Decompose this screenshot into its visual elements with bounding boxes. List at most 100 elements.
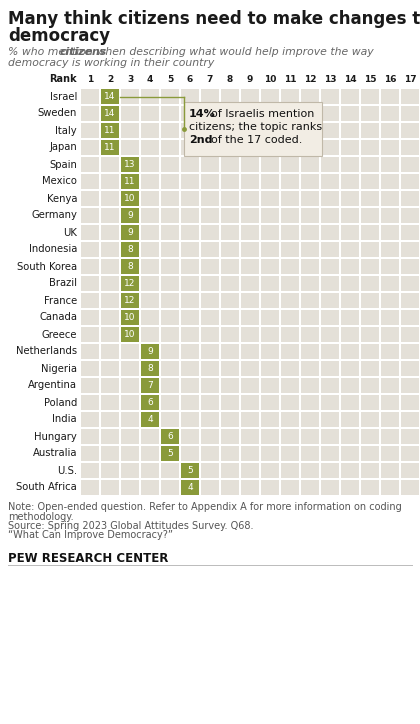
FancyBboxPatch shape — [121, 463, 139, 478]
Text: Germany: Germany — [31, 211, 77, 221]
FancyBboxPatch shape — [181, 344, 199, 359]
Text: 13: 13 — [324, 75, 336, 84]
FancyBboxPatch shape — [301, 157, 319, 172]
FancyBboxPatch shape — [101, 378, 119, 393]
Text: 6: 6 — [147, 398, 153, 407]
FancyBboxPatch shape — [241, 89, 259, 104]
FancyBboxPatch shape — [281, 361, 299, 376]
FancyBboxPatch shape — [181, 412, 199, 427]
Text: 9: 9 — [247, 75, 253, 84]
FancyBboxPatch shape — [121, 412, 139, 427]
FancyBboxPatch shape — [161, 106, 179, 121]
FancyBboxPatch shape — [381, 480, 399, 495]
FancyBboxPatch shape — [101, 412, 119, 427]
Text: Indonesia: Indonesia — [29, 245, 77, 255]
FancyBboxPatch shape — [321, 293, 339, 308]
FancyBboxPatch shape — [381, 395, 399, 410]
FancyBboxPatch shape — [161, 174, 179, 189]
FancyBboxPatch shape — [121, 191, 139, 206]
FancyBboxPatch shape — [121, 344, 139, 359]
Text: 1: 1 — [87, 75, 93, 84]
FancyBboxPatch shape — [101, 446, 119, 461]
FancyBboxPatch shape — [381, 208, 399, 223]
FancyBboxPatch shape — [241, 293, 259, 308]
Text: Italy: Italy — [55, 125, 77, 135]
Text: 11: 11 — [104, 126, 116, 135]
FancyBboxPatch shape — [341, 259, 359, 274]
FancyBboxPatch shape — [301, 344, 319, 359]
FancyBboxPatch shape — [121, 293, 139, 308]
FancyBboxPatch shape — [181, 225, 199, 240]
FancyBboxPatch shape — [321, 446, 339, 461]
FancyBboxPatch shape — [141, 378, 159, 393]
FancyBboxPatch shape — [221, 225, 239, 240]
FancyBboxPatch shape — [341, 157, 359, 172]
FancyBboxPatch shape — [301, 89, 319, 104]
FancyBboxPatch shape — [381, 225, 399, 240]
FancyBboxPatch shape — [321, 225, 339, 240]
FancyBboxPatch shape — [341, 225, 359, 240]
Text: Israel: Israel — [50, 91, 77, 101]
FancyBboxPatch shape — [141, 259, 159, 274]
FancyBboxPatch shape — [181, 106, 199, 121]
FancyBboxPatch shape — [341, 191, 359, 206]
FancyBboxPatch shape — [361, 378, 379, 393]
FancyBboxPatch shape — [381, 378, 399, 393]
Text: Argentina: Argentina — [28, 381, 77, 390]
FancyBboxPatch shape — [81, 395, 99, 410]
FancyBboxPatch shape — [101, 395, 119, 410]
FancyBboxPatch shape — [201, 191, 219, 206]
Text: U.S.: U.S. — [57, 466, 77, 476]
FancyBboxPatch shape — [221, 310, 239, 325]
FancyBboxPatch shape — [401, 259, 419, 274]
FancyBboxPatch shape — [341, 378, 359, 393]
FancyBboxPatch shape — [221, 463, 239, 478]
FancyBboxPatch shape — [161, 225, 179, 240]
FancyBboxPatch shape — [201, 208, 219, 223]
FancyBboxPatch shape — [381, 327, 399, 342]
FancyBboxPatch shape — [121, 446, 139, 461]
FancyBboxPatch shape — [141, 242, 159, 257]
FancyBboxPatch shape — [81, 191, 99, 206]
FancyBboxPatch shape — [101, 310, 119, 325]
FancyBboxPatch shape — [81, 123, 99, 138]
Text: 8: 8 — [127, 262, 133, 271]
FancyBboxPatch shape — [81, 446, 99, 461]
FancyBboxPatch shape — [301, 140, 319, 155]
FancyBboxPatch shape — [201, 327, 219, 342]
FancyBboxPatch shape — [141, 106, 159, 121]
FancyBboxPatch shape — [141, 89, 159, 104]
FancyBboxPatch shape — [321, 327, 339, 342]
FancyBboxPatch shape — [121, 480, 139, 495]
Text: 6: 6 — [167, 432, 173, 441]
Text: citizens; the topic ranks: citizens; the topic ranks — [189, 122, 322, 132]
FancyBboxPatch shape — [201, 480, 219, 495]
Text: 7: 7 — [147, 381, 153, 390]
FancyBboxPatch shape — [361, 361, 379, 376]
FancyBboxPatch shape — [361, 225, 379, 240]
FancyBboxPatch shape — [101, 327, 119, 342]
FancyBboxPatch shape — [181, 208, 199, 223]
FancyBboxPatch shape — [141, 276, 159, 291]
FancyBboxPatch shape — [201, 174, 219, 189]
FancyBboxPatch shape — [201, 429, 219, 444]
FancyBboxPatch shape — [281, 412, 299, 427]
FancyBboxPatch shape — [221, 395, 239, 410]
FancyBboxPatch shape — [261, 293, 279, 308]
FancyBboxPatch shape — [141, 140, 159, 155]
FancyBboxPatch shape — [281, 140, 299, 155]
Text: 17: 17 — [404, 75, 416, 84]
FancyBboxPatch shape — [241, 140, 259, 155]
FancyBboxPatch shape — [121, 310, 139, 325]
FancyBboxPatch shape — [321, 276, 339, 291]
FancyBboxPatch shape — [301, 174, 319, 189]
FancyBboxPatch shape — [361, 395, 379, 410]
FancyBboxPatch shape — [141, 327, 159, 342]
Text: 11: 11 — [104, 143, 116, 152]
FancyBboxPatch shape — [241, 174, 259, 189]
Text: of the 17 coded.: of the 17 coded. — [211, 135, 302, 145]
FancyBboxPatch shape — [241, 276, 259, 291]
FancyBboxPatch shape — [281, 106, 299, 121]
FancyBboxPatch shape — [201, 463, 219, 478]
FancyBboxPatch shape — [121, 123, 139, 138]
